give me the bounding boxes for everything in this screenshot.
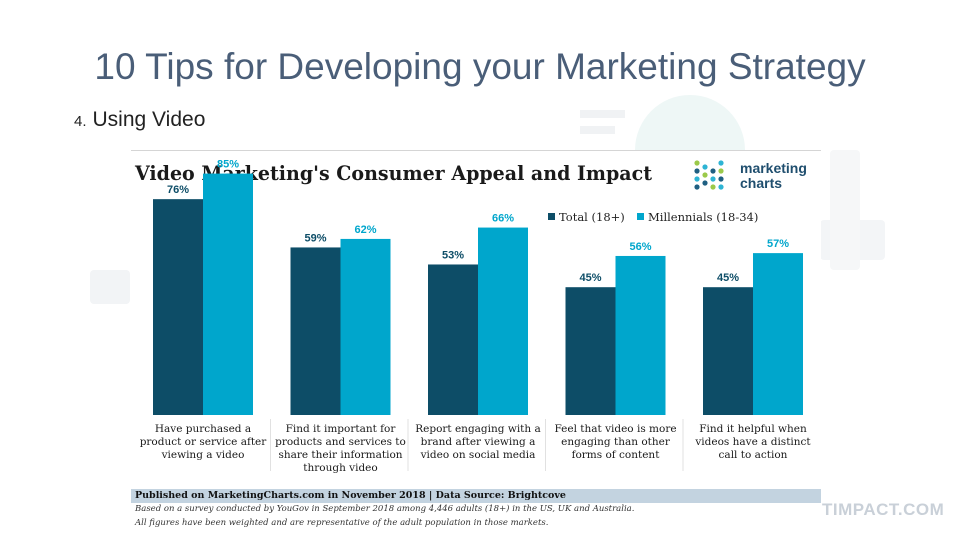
category-label: Report engaging with a <box>415 423 541 435</box>
data-label: 45% <box>717 272 739 284</box>
data-label: 45% <box>579 272 601 284</box>
chart-note-1: Based on a survey conducted by YouGov in… <box>135 504 635 514</box>
legend-label-1: Millennials (18-34) <box>648 210 758 224</box>
category-label: Feel that video is more <box>554 423 676 435</box>
bar-millennials <box>753 253 803 415</box>
logo-dot <box>718 184 724 190</box>
category-label: forms of content <box>572 449 661 461</box>
data-label: 62% <box>354 224 376 236</box>
bar-total <box>153 199 203 415</box>
chart-card: Video Marketing's Consumer Appeal and Im… <box>131 150 821 533</box>
bar-total <box>428 264 478 415</box>
category-label: product or service after <box>140 436 268 448</box>
logo-dot <box>718 160 724 166</box>
data-label: 76% <box>167 184 189 196</box>
chart-legend: Total (18+) Millennials (18-34) <box>548 210 758 224</box>
bar-millennials <box>203 173 253 415</box>
logo-text-line2: charts <box>740 175 782 191</box>
logo-dot <box>702 172 708 178</box>
slide-title: 10 Tips for Developing your Marketing St… <box>94 46 866 87</box>
category-label: Find it important for <box>286 423 397 435</box>
category-label: brand after viewing a <box>421 436 536 448</box>
logo-dot <box>702 180 708 186</box>
subtitle-text: Using Video <box>92 108 206 131</box>
bar-millennials <box>615 255 666 415</box>
bar-total <box>565 287 616 415</box>
category-label: products and services to <box>275 436 406 448</box>
category-label: videos have a distinct <box>694 436 811 448</box>
bar-total <box>703 287 753 415</box>
bar-millennials <box>478 227 528 415</box>
data-label: 85% <box>217 159 239 171</box>
category-label: call to action <box>719 449 788 461</box>
data-label: 66% <box>492 213 514 225</box>
category-label: viewing a video <box>161 449 245 461</box>
data-label: 57% <box>767 238 789 250</box>
chart-source: Published on MarketingCharts.com in Nove… <box>131 489 821 503</box>
logo-dot <box>718 176 724 182</box>
logo-dot <box>694 184 700 190</box>
logo-text-line1: marketing <box>740 160 807 176</box>
category-label: engaging than other <box>561 436 671 448</box>
category-label: share their information <box>278 449 402 461</box>
category-label: video on social media <box>420 449 536 461</box>
watermark: TIMPACT.COM <box>822 500 945 519</box>
bar-total <box>290 247 341 415</box>
logo-dot <box>710 176 716 182</box>
logo-dot <box>694 168 700 174</box>
legend-swatch-0 <box>548 213 555 220</box>
subtitle-number: 4. <box>74 113 87 130</box>
data-label: 53% <box>442 249 464 261</box>
bar-chart: Video Marketing's Consumer Appeal and Im… <box>134 159 812 474</box>
logo-dot <box>718 168 724 174</box>
logo-dot <box>694 176 700 182</box>
logo-dot <box>710 184 716 190</box>
category-label: through video <box>303 462 377 474</box>
category-label: Find it helpful when <box>699 423 807 435</box>
chart-note-2: All figures have been weighted and are r… <box>135 518 549 528</box>
category-label: Have purchased a <box>155 423 251 435</box>
logo-dot <box>702 164 708 170</box>
legend-swatch-1 <box>637 213 644 220</box>
data-label: 56% <box>629 241 651 253</box>
data-label: 59% <box>304 232 326 244</box>
bar-millennials <box>340 238 391 415</box>
logo-dot <box>710 168 716 174</box>
slide-subtitle: 4. Using Video <box>74 108 205 132</box>
legend-label-0: Total (18+) <box>559 210 625 224</box>
logo-dot <box>694 160 700 166</box>
